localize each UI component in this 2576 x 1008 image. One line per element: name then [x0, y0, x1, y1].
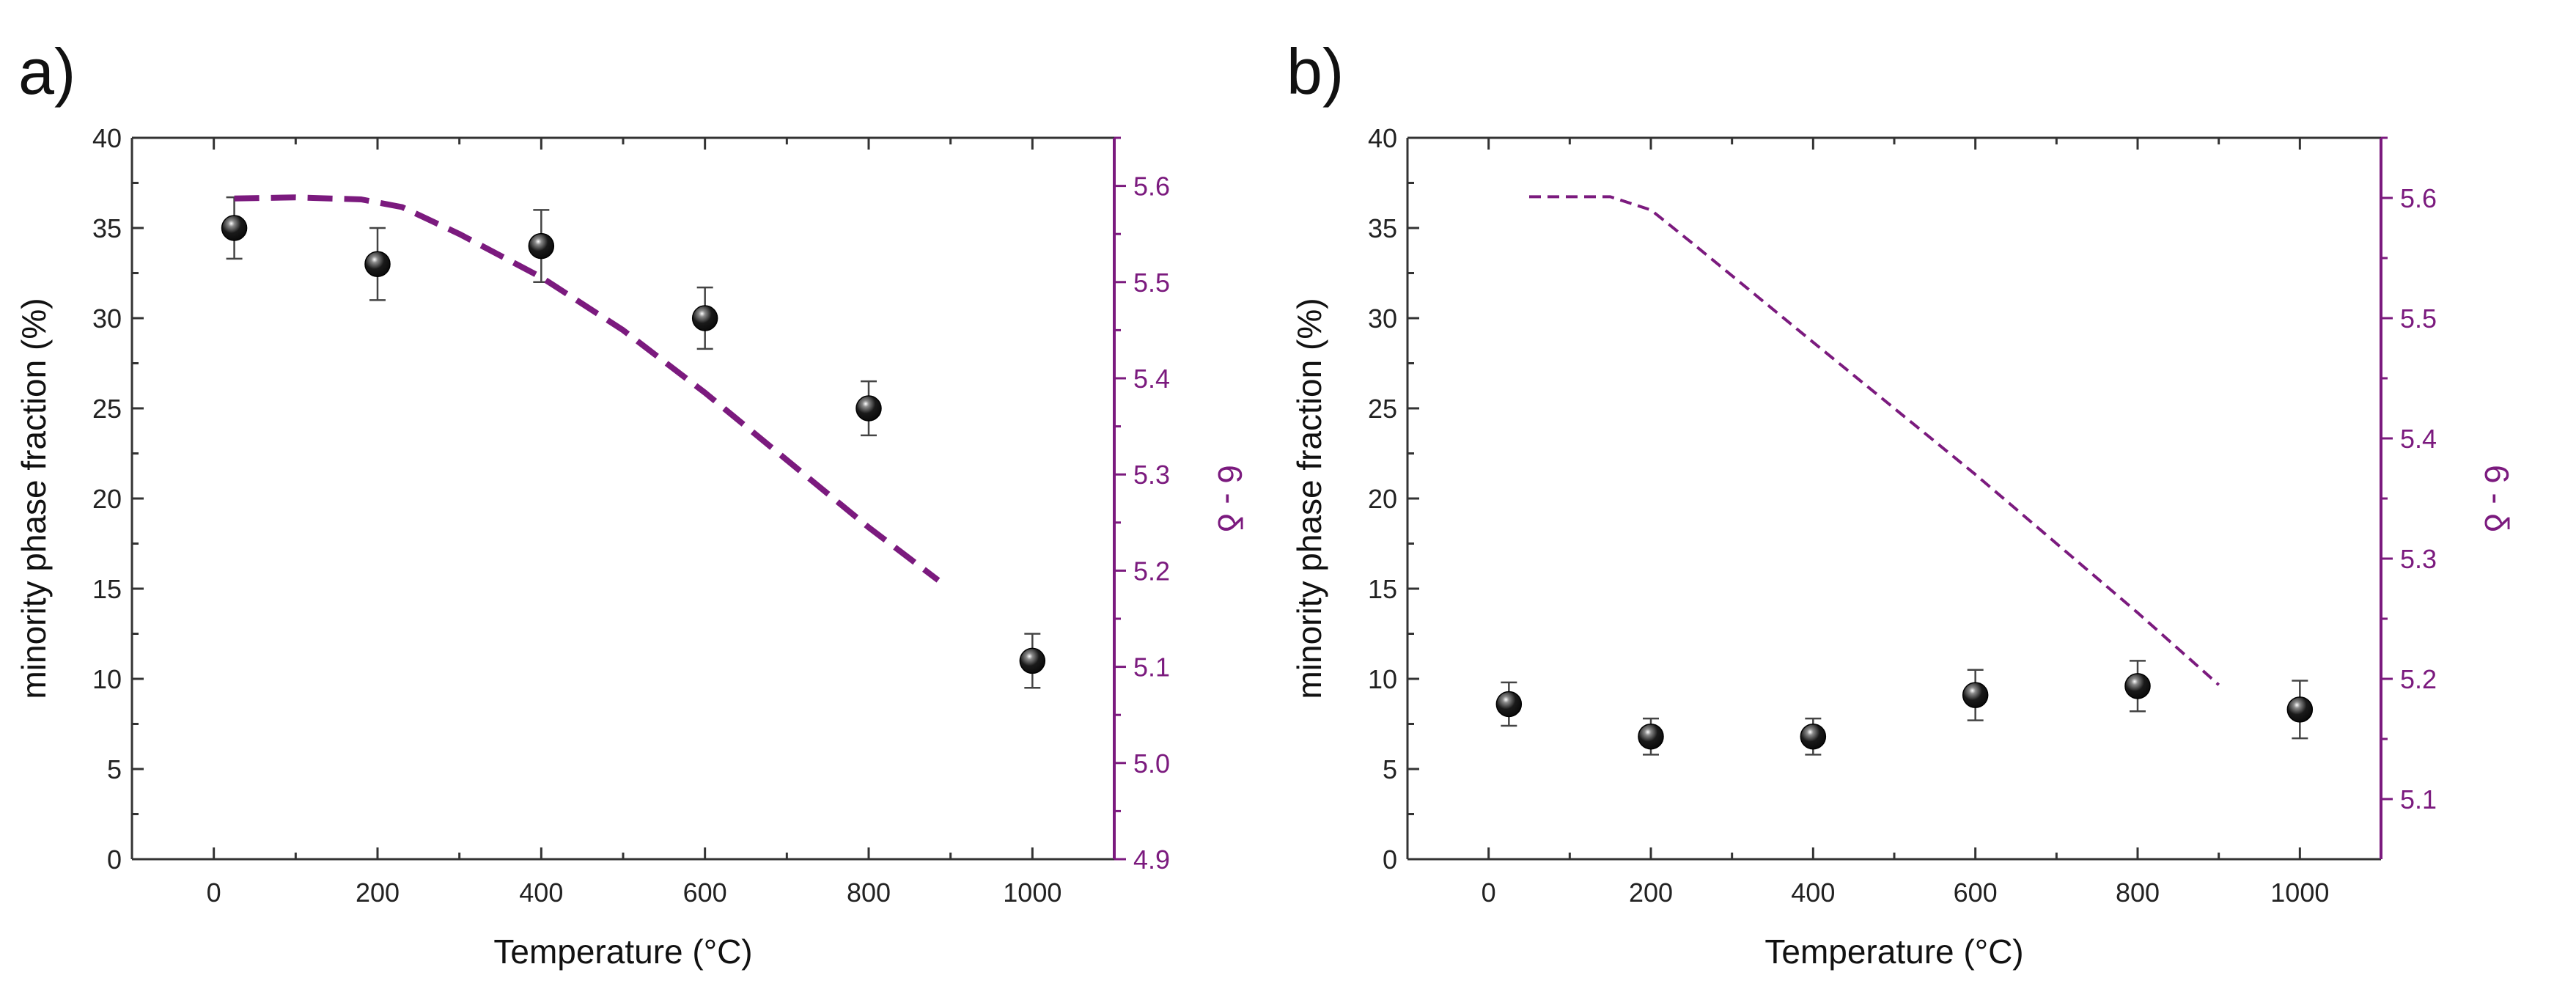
- y2-tick-label: 5.5: [1133, 268, 1170, 298]
- y2-tick-label: 5.2: [2400, 664, 2437, 694]
- data-point: [1800, 723, 1827, 750]
- x-tick-label: 400: [519, 878, 563, 908]
- data-point: [1019, 647, 1046, 674]
- y-tick-label: 15: [92, 574, 122, 604]
- y2-tick-label: 5.0: [1133, 748, 1170, 779]
- data-point: [1962, 682, 1989, 708]
- y2-tick-label: 5.5: [2400, 303, 2437, 334]
- data-point: [855, 395, 882, 422]
- panel-b: b) 0 200 400 600 800 1000 0 5 10 15 20 25 30 35 40 5.1 5.…: [1287, 35, 2516, 971]
- y-tick-label: 10: [1368, 664, 1397, 694]
- y2-tick-label: 4.9: [1133, 845, 1170, 875]
- y-tick-label: 15: [1368, 574, 1397, 604]
- y-tick-label: 35: [1368, 213, 1397, 243]
- y-tick-label: 25: [92, 394, 122, 424]
- y-tick-label: 5: [1383, 754, 1397, 784]
- x-tick-label: 600: [1954, 878, 1998, 908]
- x-axis-label: Temperature (°C): [1764, 932, 2023, 971]
- data-point: [691, 305, 718, 331]
- x-tick-label: 1000: [2270, 878, 2329, 908]
- data-point: [221, 215, 248, 241]
- panel-label: b): [1287, 35, 1344, 108]
- x-tick-label: 200: [1629, 878, 1673, 908]
- y-tick-label: 25: [1368, 394, 1397, 424]
- x-tick-label: 800: [847, 878, 891, 908]
- y2-tick-label: 5.4: [1133, 364, 1170, 394]
- y-axis-label: minority phase fraction (%): [1290, 298, 1328, 699]
- x-tick-label: 1000: [1003, 878, 1061, 908]
- y-tick-label: 20: [92, 484, 122, 514]
- y2-tick-label: 5.4: [2400, 424, 2437, 454]
- panel-label: a): [18, 35, 76, 108]
- y-tick-label: 5: [107, 754, 122, 784]
- data-point: [364, 251, 391, 277]
- delta-curve: [234, 194, 941, 583]
- y2-tick-label: 5.1: [2400, 784, 2437, 814]
- y-tick-label: 30: [1368, 303, 1397, 334]
- x-tick-label: 0: [207, 878, 221, 908]
- y-axis-label: minority phase fraction (%): [15, 298, 53, 699]
- data-point: [2286, 696, 2314, 723]
- x-tick-label: 0: [1482, 878, 1496, 908]
- y2-tick-label: 5.1: [1133, 652, 1170, 683]
- x-tick-label: 200: [356, 878, 400, 908]
- data-point: [1495, 691, 1523, 718]
- y2-axis-label: 6 - δ: [2478, 465, 2516, 532]
- data-point: [2124, 673, 2151, 699]
- y2-axis-label: 6 - δ: [1211, 465, 1249, 532]
- y-tick-label: 40: [92, 123, 122, 153]
- data-point: [528, 232, 555, 260]
- y2-tick-label: 5.2: [1133, 556, 1170, 586]
- y-tick-label: 0: [1383, 845, 1397, 875]
- y-tick-label: 0: [107, 845, 122, 875]
- y-tick-label: 40: [1368, 123, 1397, 153]
- y-tick-label: 30: [92, 303, 122, 334]
- y2-tick-label: 5.3: [1133, 460, 1170, 490]
- data-point: [1638, 723, 1664, 750]
- y-tick-label: 35: [92, 213, 122, 243]
- x-tick-label: 600: [683, 878, 727, 908]
- y-tick-label: 20: [1368, 484, 1397, 514]
- delta-curve: [1529, 195, 2220, 686]
- y2-tick-label: 5.6: [2400, 183, 2437, 213]
- panel-a: a) 0 200 400 600 800 1000 0 5 10 15 20 25 30 35 40 4.9 5.…: [15, 35, 1249, 971]
- x-tick-label: 800: [2116, 878, 2160, 908]
- x-tick-label: 400: [1791, 878, 1835, 908]
- x-axis-label: Temperature (°C): [493, 932, 752, 971]
- y2-tick-label: 5.3: [2400, 544, 2437, 574]
- y-tick-label: 10: [92, 664, 122, 694]
- y2-tick-label: 5.6: [1133, 172, 1170, 202]
